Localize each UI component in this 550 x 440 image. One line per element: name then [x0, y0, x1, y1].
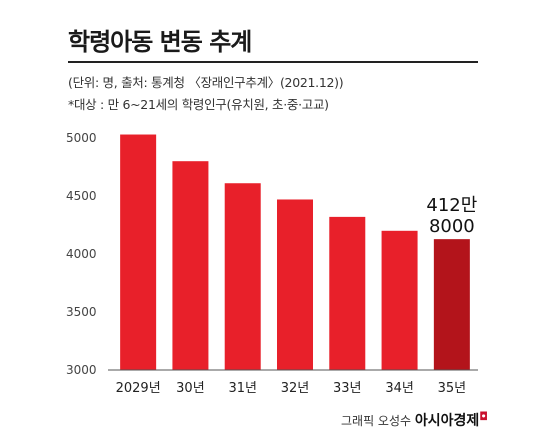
- brand-logo-icon: ◘: [479, 410, 488, 423]
- unit-source-note: (단위: 명, 출처: 통계청 〈장래인구추계〉(2021.12)): [68, 75, 344, 90]
- x-tick-label: 30년: [176, 381, 205, 396]
- bar: [224, 183, 261, 370]
- y-tick-label: 4000: [66, 247, 97, 261]
- credit-author: 그래픽 오성수: [341, 414, 412, 428]
- y-tick-label: 3500: [66, 305, 97, 319]
- target-note: *대상 : 만 6~21세의 학령인구(유치원, 초·중·고교): [68, 97, 329, 112]
- y-tick-label: 3000: [66, 363, 97, 377]
- bar: [381, 230, 418, 370]
- bar: [172, 161, 209, 370]
- credit: 그래픽 오성수 아시아경제◘: [341, 410, 488, 430]
- bar: [277, 199, 313, 370]
- x-tick-label: 32년: [281, 381, 310, 396]
- y-tick-label: 4500: [66, 189, 97, 203]
- x-tick-label: 31년: [228, 381, 257, 396]
- x-tick-label: 33년: [333, 381, 362, 396]
- x-tick-label: 2029년: [116, 381, 161, 396]
- bar: [433, 239, 470, 370]
- x-tick-label: 35년: [438, 381, 467, 396]
- x-tick-label: 34년: [385, 381, 414, 396]
- value-annotation-line2: 8000: [429, 216, 475, 237]
- brand-name: 아시아경제: [414, 413, 480, 429]
- y-tick-label: 5000: [66, 131, 97, 145]
- title-divider: [68, 61, 478, 63]
- value-annotation-line1: 412만: [426, 195, 477, 216]
- chart-title: 학령아동 변동 추계: [68, 28, 252, 56]
- bar: [120, 134, 157, 370]
- bar: [329, 216, 366, 370]
